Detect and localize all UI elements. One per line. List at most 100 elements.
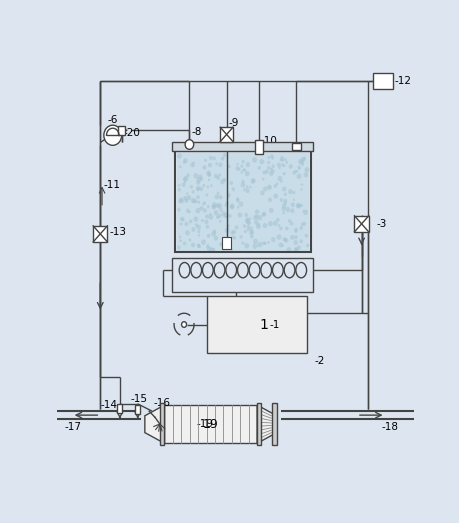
Text: -8: -8	[191, 128, 201, 138]
Circle shape	[199, 187, 203, 191]
Circle shape	[218, 195, 222, 199]
Circle shape	[284, 238, 288, 243]
Circle shape	[297, 159, 302, 164]
Circle shape	[179, 236, 181, 238]
Circle shape	[177, 245, 180, 249]
Circle shape	[207, 170, 210, 175]
Circle shape	[249, 234, 253, 238]
Bar	[207, 297, 307, 353]
Circle shape	[189, 220, 192, 223]
Circle shape	[269, 167, 272, 170]
Circle shape	[297, 165, 300, 169]
Circle shape	[270, 237, 275, 242]
Circle shape	[193, 217, 198, 222]
Circle shape	[281, 203, 286, 209]
Circle shape	[245, 217, 249, 222]
Circle shape	[277, 176, 282, 181]
Circle shape	[218, 220, 221, 223]
Circle shape	[228, 214, 231, 218]
Circle shape	[222, 153, 226, 157]
Circle shape	[179, 240, 182, 242]
Circle shape	[195, 223, 198, 227]
Circle shape	[281, 187, 286, 191]
Circle shape	[267, 161, 269, 164]
Circle shape	[243, 188, 246, 191]
Circle shape	[212, 205, 215, 208]
Circle shape	[300, 222, 303, 226]
Text: -3: -3	[376, 219, 386, 229]
Circle shape	[279, 226, 282, 231]
Circle shape	[235, 166, 239, 170]
Circle shape	[299, 226, 302, 230]
Circle shape	[206, 234, 210, 238]
Circle shape	[300, 157, 305, 162]
Circle shape	[230, 248, 233, 251]
Circle shape	[252, 243, 257, 249]
Circle shape	[224, 213, 228, 218]
Circle shape	[241, 160, 244, 163]
Circle shape	[277, 224, 280, 227]
Circle shape	[293, 235, 297, 240]
Circle shape	[184, 222, 188, 226]
Circle shape	[293, 170, 296, 173]
Circle shape	[280, 180, 282, 183]
Circle shape	[238, 201, 243, 207]
Circle shape	[196, 195, 199, 199]
Circle shape	[227, 165, 230, 168]
Circle shape	[260, 190, 264, 196]
Bar	[164, 405, 257, 444]
Circle shape	[276, 234, 281, 240]
Circle shape	[211, 204, 216, 210]
Circle shape	[183, 177, 186, 181]
Circle shape	[283, 192, 286, 196]
Bar	[220, 127, 233, 142]
Circle shape	[203, 158, 207, 162]
Circle shape	[244, 213, 247, 217]
Circle shape	[197, 245, 201, 248]
Circle shape	[273, 221, 277, 226]
Circle shape	[281, 207, 285, 211]
Circle shape	[280, 163, 284, 167]
Circle shape	[199, 177, 202, 181]
Circle shape	[268, 198, 272, 202]
Circle shape	[206, 205, 209, 209]
Circle shape	[222, 178, 226, 182]
Bar	[172, 142, 313, 151]
Circle shape	[212, 248, 215, 252]
Circle shape	[292, 170, 295, 175]
Circle shape	[302, 222, 306, 226]
Circle shape	[196, 177, 201, 182]
Circle shape	[205, 194, 208, 197]
Circle shape	[285, 226, 288, 231]
Circle shape	[262, 223, 267, 228]
Circle shape	[287, 189, 292, 194]
Circle shape	[299, 204, 302, 207]
Circle shape	[241, 168, 244, 172]
Circle shape	[194, 199, 197, 203]
Circle shape	[271, 164, 274, 168]
Circle shape	[235, 197, 239, 200]
Circle shape	[179, 198, 184, 203]
Circle shape	[208, 213, 211, 216]
Circle shape	[246, 221, 251, 225]
Circle shape	[250, 178, 255, 184]
Circle shape	[197, 244, 200, 246]
Circle shape	[296, 203, 300, 209]
Circle shape	[280, 159, 282, 161]
Circle shape	[252, 178, 255, 183]
Circle shape	[206, 245, 209, 249]
Circle shape	[275, 183, 278, 185]
Circle shape	[202, 165, 206, 170]
Bar	[272, 403, 276, 445]
Circle shape	[242, 224, 246, 228]
Circle shape	[289, 222, 293, 225]
Circle shape	[243, 230, 246, 233]
Text: -1: -1	[269, 320, 280, 329]
Circle shape	[257, 166, 260, 170]
Circle shape	[181, 183, 185, 187]
Circle shape	[269, 186, 271, 189]
Circle shape	[207, 178, 210, 181]
Circle shape	[299, 239, 302, 243]
Circle shape	[293, 240, 297, 245]
Circle shape	[239, 235, 242, 238]
